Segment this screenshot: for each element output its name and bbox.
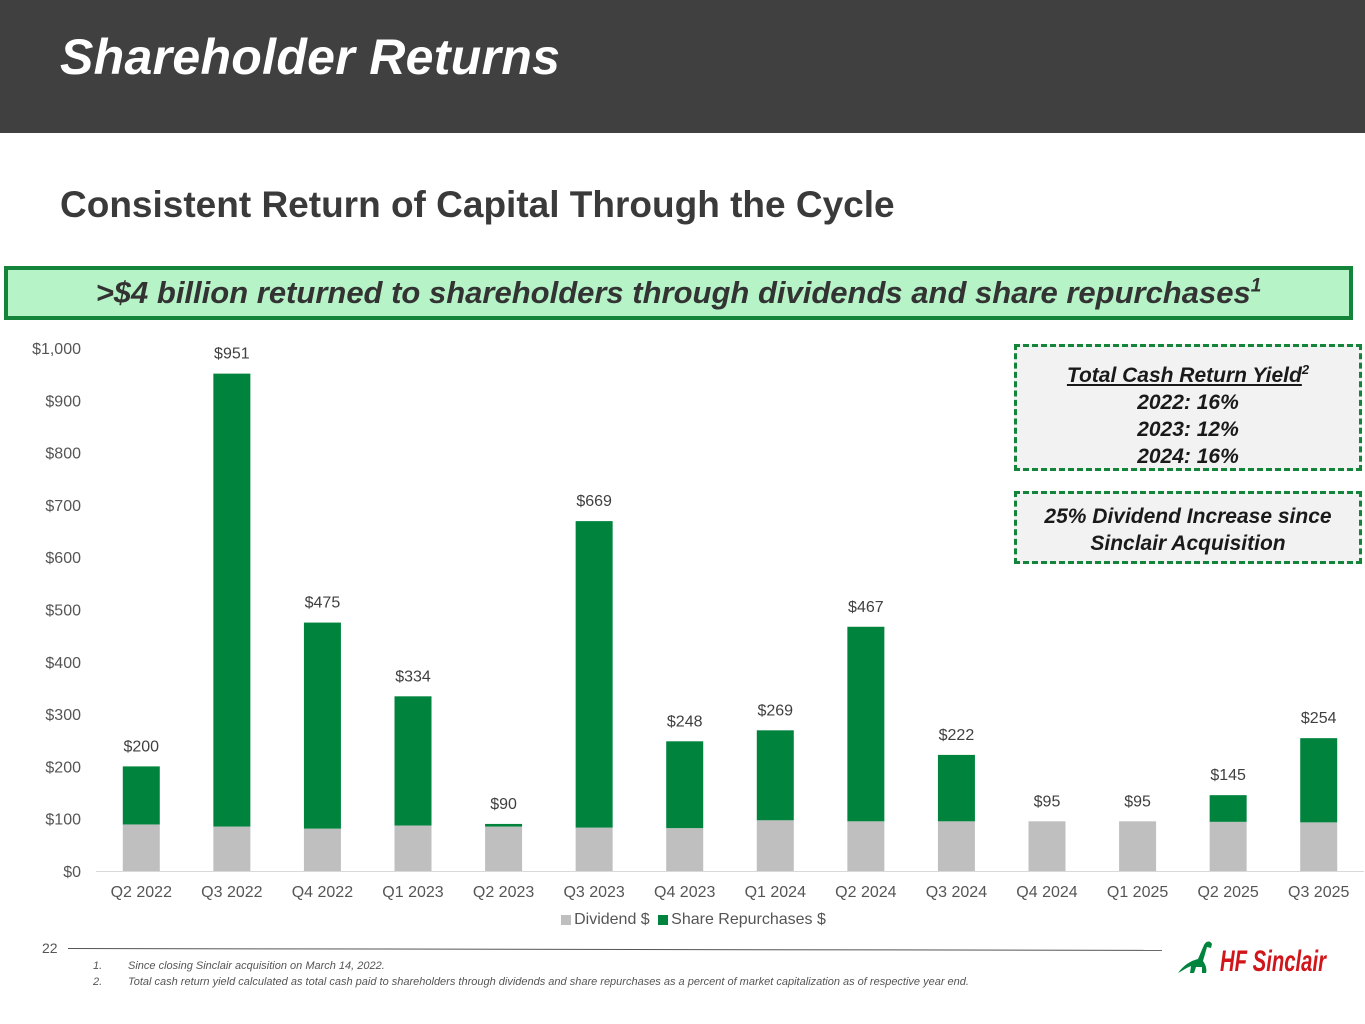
dividend-line-1: 25% Dividend Increase since [1044,505,1332,528]
repurchase-bar [575,521,613,828]
total-data-label: $467 [848,599,884,616]
slide-title: Shareholder Returns [60,29,561,85]
total-data-label: $475 [305,595,341,612]
x-tick-label: Q1 2025 [1107,884,1168,901]
total-data-label: $145 [1210,767,1246,784]
total-data-label: $200 [123,738,159,755]
legend-swatch-dividend [561,915,572,925]
dividend-bar [1300,822,1338,871]
y-tick-label: $800 [45,446,81,463]
repurchase-bar [1300,738,1338,823]
total-data-label: $248 [667,713,703,730]
dinosaur-logo-icon [1178,941,1212,973]
y-tick-label: $0 [63,864,81,881]
legend-swatch-repurchases [658,915,669,925]
hf-sinclair-logo: HF Sinclair [1178,941,1328,977]
page-number: 22 [42,940,58,956]
dividend-bar [666,828,704,871]
dividend-increase-callout: 25% Dividend Increase since Sinclair Acq… [1014,491,1362,564]
y-tick-label: $200 [45,759,81,776]
total-data-label: $269 [757,702,793,719]
footnote-2: 2. Total cash return yield calculated as … [93,976,969,988]
total-data-label: $254 [1301,710,1337,727]
dividend-bar [122,824,160,871]
dividend-line-2: Sinclair Acquisition [1090,532,1286,555]
header-bar [0,0,1365,133]
total-data-label: $951 [214,346,250,363]
highlight-banner: >$4 billion returned to shareholders thr… [4,266,1353,320]
x-tick-label: Q2 2025 [1197,884,1258,901]
yield-2023: 2023: 12% [1137,418,1239,441]
y-tick-label: $300 [45,707,81,724]
dividend-bar [213,826,251,871]
yield-2022: 2022: 16% [1137,391,1239,414]
x-tick-label: Q1 2023 [382,884,443,901]
y-tick-label: $900 [45,393,81,410]
repurchase-bar [847,626,885,822]
x-tick-label: Q3 2023 [563,884,624,901]
y-tick-label: $700 [45,498,81,515]
y-tick-label: $400 [45,655,81,672]
repurchase-bar [394,696,432,826]
repurchase-bar [485,823,523,827]
slide-subtitle: Consistent Return of Capital Through the… [60,184,895,225]
total-data-label: $90 [490,796,517,813]
repurchase-bar [937,754,975,822]
y-tick-label: $500 [45,603,81,620]
x-tick-label: Q2 2023 [473,884,534,901]
legend-label-repurchases: Share Repurchases $ [671,911,826,928]
footnote-1: 1. Since closing Sinclair acquisition on … [93,960,385,972]
repurchase-bar [666,741,704,829]
dividend-bar [937,821,975,871]
x-tick-label: Q2 2022 [111,884,172,901]
repurchase-bar [213,373,251,827]
chart-legend: Dividend $ Share Repurchases $ [0,911,1365,930]
repurchase-bar [756,730,794,821]
cash-return-yield-callout: Total Cash Return Yield2 2022: 16% 2023:… [1014,344,1362,471]
total-data-label: $222 [939,727,975,744]
legend-label-dividend: Dividend $ [574,911,650,928]
banner-text: >$4 billion returned to shareholders thr… [95,275,1262,310]
dividend-bar [1028,821,1066,871]
repurchase-bar [1209,795,1247,822]
logo-wordmark: HF Sinclair [1220,945,1328,977]
x-tick-label: Q3 2022 [201,884,262,901]
x-tick-label: Q2 2024 [835,884,896,901]
dividend-bar [756,820,794,871]
repurchase-bar [122,766,160,825]
dividend-bar [575,827,613,871]
dividend-bar [1119,821,1157,871]
footer-divider [67,948,1162,951]
dividend-bar [303,828,341,871]
yield-title: Total Cash Return Yield [1066,364,1302,387]
y-tick-label: $100 [45,812,81,829]
dividend-bar [485,826,523,871]
total-data-label: $334 [395,668,431,685]
repurchase-bar [303,622,341,829]
x-tick-label: Q3 2024 [926,884,987,901]
legend-item-repurchases: Share Repurchases $ [658,911,826,929]
y-tick-label: $1,000 [32,341,81,358]
x-tick-label: Q4 2024 [1016,884,1077,901]
shareholder-returns-bar-chart: $0 $100 $200 $300 $400 $500 $600 $700 $800 $900 $1… [32,341,1364,901]
yield-title-sup: 2 [1301,362,1310,377]
x-tick-label: Q4 2022 [292,884,353,901]
total-data-label: $669 [576,493,612,510]
dividend-bar [847,821,885,871]
x-tick-label: Q4 2023 [654,884,715,901]
x-tick-label: Q1 2024 [745,884,806,901]
dividend-bar [1209,821,1247,871]
y-tick-label: $600 [45,550,81,567]
total-data-label: $95 [1124,793,1151,810]
legend-item-dividend: Dividend $ [561,911,650,929]
dividend-bar [394,825,432,871]
footnotes: 1. Since closing Sinclair acquisition on … [93,958,969,990]
yield-2024: 2024: 16% [1137,445,1239,468]
total-data-label: $95 [1034,793,1061,810]
x-tick-label: Q3 2025 [1288,884,1349,901]
